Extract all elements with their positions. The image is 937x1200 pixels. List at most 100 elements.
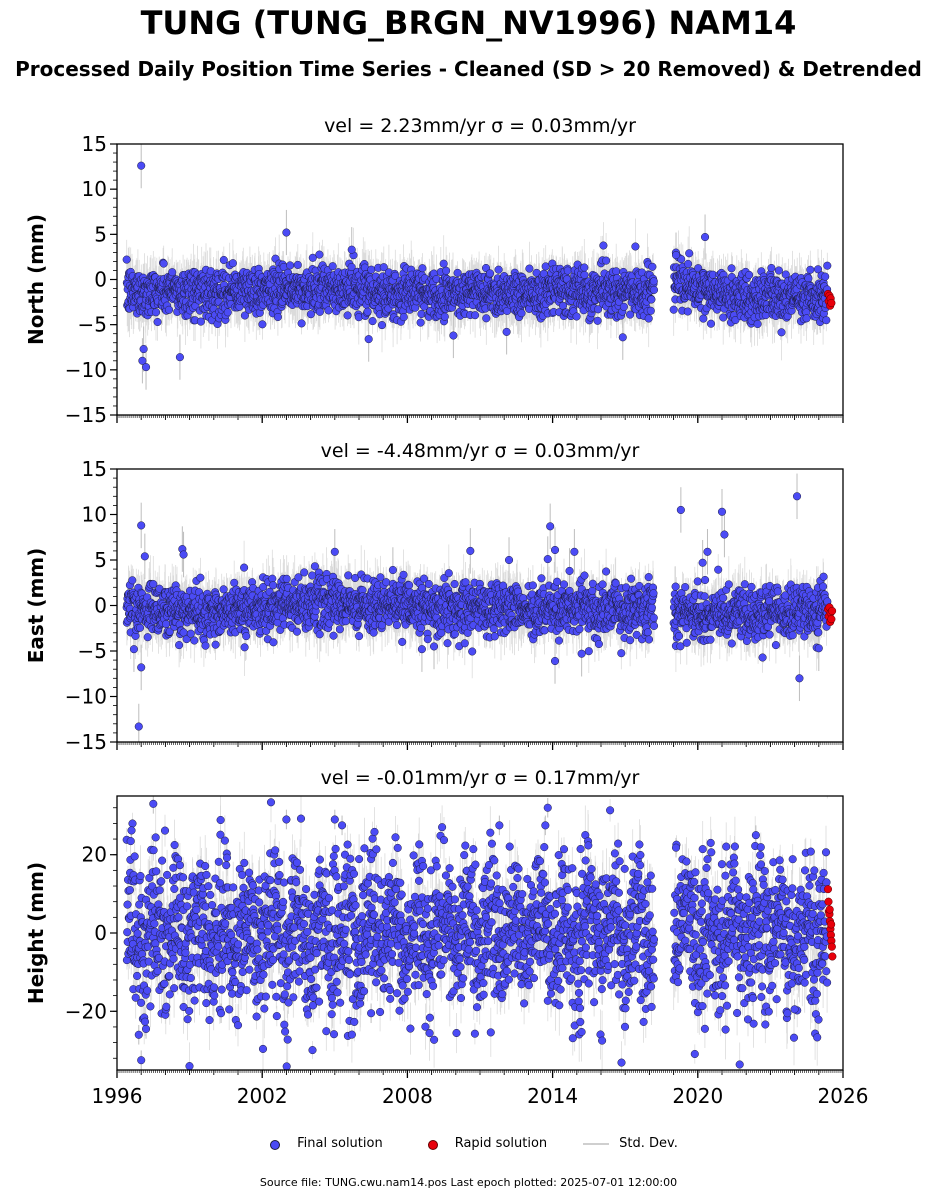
final-point — [593, 316, 602, 325]
final-point — [223, 308, 232, 317]
y-tick-label: −10 — [65, 358, 107, 382]
final-point-outlier — [701, 232, 710, 242]
final-point — [594, 305, 603, 314]
final-point — [282, 574, 291, 583]
rapid-point — [827, 298, 836, 308]
final-point — [553, 577, 562, 586]
final-point — [335, 625, 344, 634]
final-point — [315, 250, 324, 259]
final-point — [649, 285, 659, 294]
final-point — [259, 582, 268, 592]
final-point — [559, 580, 569, 589]
final-point — [823, 261, 832, 270]
final-point — [351, 573, 360, 583]
final-point — [294, 573, 303, 582]
y-tick-label: 15 — [82, 132, 107, 156]
final-point — [442, 266, 451, 275]
final-point — [423, 635, 432, 644]
final-point — [196, 317, 205, 326]
final-point — [767, 263, 776, 273]
final-point — [328, 262, 337, 271]
final-point — [537, 574, 546, 583]
final-point — [306, 310, 315, 319]
final-point — [376, 573, 385, 582]
final-point-outlier — [502, 327, 511, 336]
final-point — [219, 585, 228, 594]
final-point — [619, 302, 628, 311]
final-point-outlier — [139, 345, 148, 354]
final-point — [719, 313, 728, 322]
final-point — [685, 249, 694, 258]
final-point — [143, 633, 152, 642]
final-point — [594, 639, 603, 649]
final-point — [310, 562, 319, 571]
final-point — [240, 311, 249, 320]
panel-title-east: vel = -4.48mm/yr σ = 0.03mm/yr — [321, 440, 640, 462]
data-north — [122, 144, 836, 390]
final-point — [135, 623, 145, 632]
final-point — [482, 314, 491, 323]
final-point — [182, 635, 191, 644]
final-point — [324, 306, 333, 315]
final-point — [164, 305, 174, 314]
ylabel-east: East (mm) — [24, 548, 48, 664]
final-point — [644, 314, 653, 323]
final-point — [821, 272, 830, 281]
final-point — [453, 268, 462, 277]
final-point — [399, 570, 408, 579]
final-point — [315, 307, 324, 316]
final-point — [774, 266, 783, 275]
final-point — [669, 305, 678, 314]
final-point — [575, 625, 584, 634]
final-point — [612, 267, 621, 276]
final-point — [293, 260, 302, 269]
final-points-east — [122, 492, 832, 731]
final-point-outlier — [347, 245, 356, 254]
final-point — [418, 264, 427, 273]
final-point — [580, 571, 589, 580]
y-tick-label: −15 — [65, 403, 107, 427]
final-point — [377, 321, 387, 330]
final-point — [598, 580, 607, 589]
final-point — [186, 629, 195, 638]
final-point — [377, 621, 387, 630]
final-point — [525, 264, 534, 273]
final-point — [201, 641, 210, 650]
final-point — [554, 636, 564, 645]
final-point — [308, 571, 317, 580]
final-point — [228, 259, 237, 268]
final-point — [584, 647, 593, 656]
final-point — [450, 579, 459, 589]
final-point — [398, 637, 407, 646]
final-point — [292, 627, 302, 636]
final-point — [806, 265, 815, 274]
final-point — [168, 268, 177, 277]
final-point — [683, 307, 692, 316]
final-point — [440, 312, 449, 321]
final-point — [460, 639, 469, 648]
final-point — [468, 647, 477, 656]
final-point — [439, 259, 448, 268]
final-point — [777, 328, 786, 337]
final-point — [300, 568, 309, 577]
final-point — [269, 581, 278, 590]
final-point-outlier — [449, 331, 458, 340]
final-point — [211, 640, 220, 649]
final-point-outlier — [282, 228, 291, 237]
final-point — [343, 311, 352, 320]
final-point — [626, 310, 635, 319]
final-point — [391, 271, 400, 280]
y-tick-label: 0 — [94, 268, 107, 292]
y-tick-label: 5 — [94, 222, 107, 246]
final-point — [196, 573, 205, 582]
final-point — [240, 563, 249, 572]
final-point — [444, 569, 453, 578]
final-point — [804, 274, 813, 283]
final-point — [162, 619, 171, 629]
final-point — [286, 261, 295, 270]
ylabel-north: North (mm) — [24, 214, 48, 345]
y-tick-label: 10 — [82, 177, 107, 201]
final-point — [699, 314, 708, 323]
final-point — [494, 265, 503, 274]
